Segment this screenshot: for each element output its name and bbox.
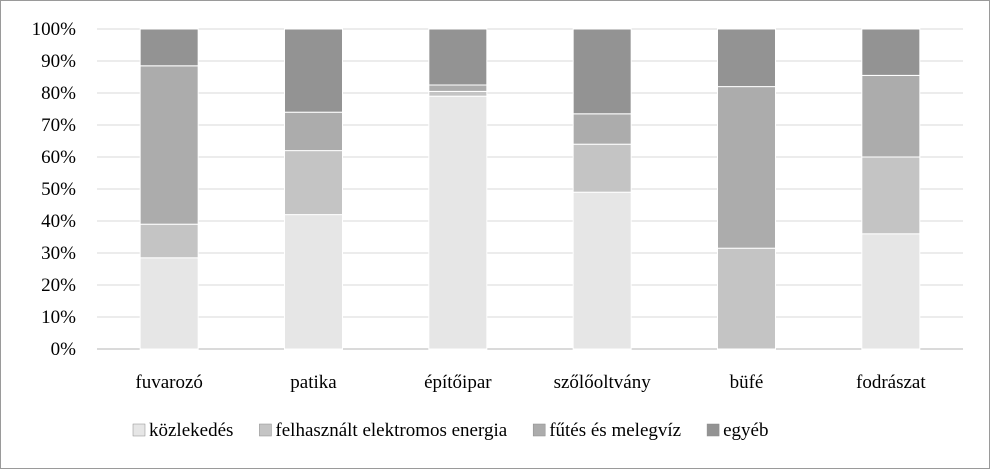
bar-segment — [284, 214, 343, 350]
bar-segment — [717, 86, 776, 249]
bar-segment — [428, 84, 488, 92]
bar-segment — [139, 223, 199, 259]
y-tick-label: 90% — [41, 51, 76, 72]
bar-segment — [428, 28, 488, 86]
bar-segment — [428, 95, 488, 350]
y-tick-label: 80% — [41, 83, 76, 104]
y-tick-label: 70% — [41, 115, 76, 136]
y-tick-label: 20% — [41, 275, 76, 296]
legend-swatch — [706, 423, 720, 437]
legend-label: fűtés és melegvíz — [549, 420, 681, 441]
category-label: szőlőoltvány — [554, 372, 652, 393]
y-tick-label: 60% — [41, 147, 76, 168]
bar-segment — [284, 150, 343, 216]
bar-segment — [861, 74, 921, 158]
category-label: büfé — [730, 372, 764, 393]
y-tick-label: 30% — [41, 243, 76, 264]
legend-label: egyéb — [723, 420, 768, 441]
category-label: fuvarozó — [135, 372, 203, 393]
y-tick-label: 0% — [51, 339, 77, 360]
category-label: fodrászat — [856, 372, 926, 393]
legend-swatch — [132, 423, 146, 437]
bar-segment — [139, 257, 199, 350]
category-label: patika — [290, 372, 337, 393]
bar-segment — [572, 28, 632, 115]
bar-segment — [428, 90, 488, 97]
bar-segment — [284, 28, 343, 113]
bar-segment — [861, 233, 921, 350]
legend-label: közlekedés — [149, 420, 233, 441]
bar-segment — [139, 65, 199, 225]
y-tick-label: 100% — [32, 19, 77, 40]
bar-segment — [572, 113, 632, 145]
bar-segment — [861, 156, 921, 235]
bar-segment — [717, 28, 776, 88]
bar-segment — [572, 143, 632, 193]
bar-segment — [572, 191, 632, 350]
bar-segment — [284, 111, 343, 152]
legend-swatch — [532, 423, 546, 437]
y-tick-label: 50% — [41, 179, 76, 200]
y-tick-label: 10% — [41, 307, 76, 328]
bar-segment — [139, 28, 199, 67]
legend-swatch — [259, 423, 272, 437]
y-tick-label: 40% — [41, 211, 76, 232]
legend-label: felhasznált elektromos energia — [275, 420, 507, 441]
bar-segment — [717, 247, 776, 350]
bar-segment — [861, 28, 921, 76]
category-label: építőipar — [424, 372, 492, 393]
